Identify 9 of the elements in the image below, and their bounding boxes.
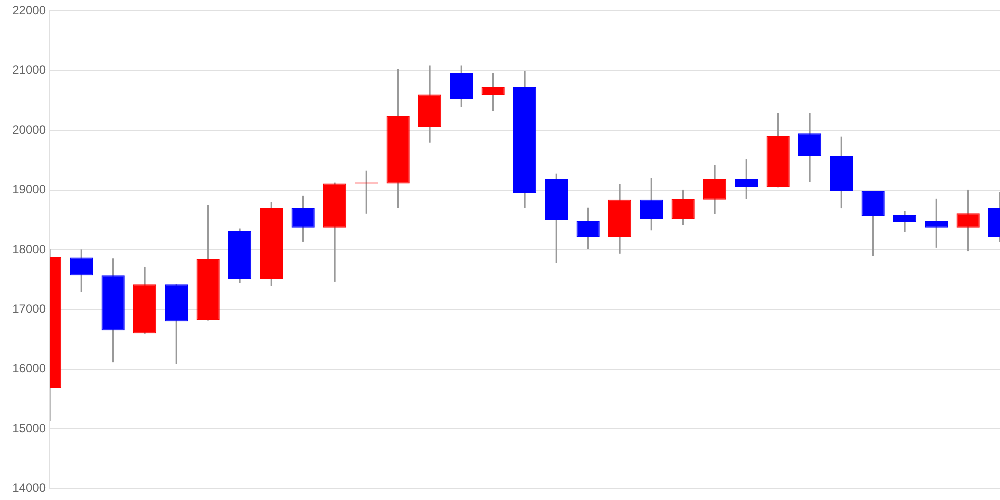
y-tick-label: 17000 <box>12 302 46 316</box>
y-tick-label: 21000 <box>12 63 46 78</box>
y-tick-label: 16000 <box>12 362 46 376</box>
y-tick-label: 20000 <box>12 122 46 137</box>
y-tick-label: 18000 <box>12 242 46 256</box>
y-tick-label: 15000 <box>12 421 46 436</box>
y-tick-label: 19000 <box>12 182 46 197</box>
y-tick-label: 22000 <box>12 4 46 18</box>
y-tick-label: 14000 <box>12 481 46 496</box>
